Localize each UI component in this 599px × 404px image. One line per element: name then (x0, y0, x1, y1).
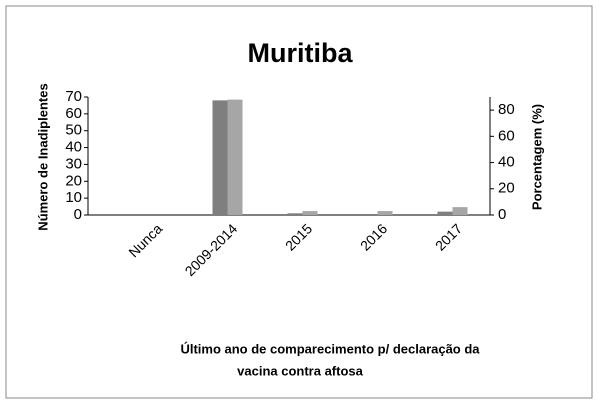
chart-title: Muritiba (248, 38, 354, 68)
x-axis-label: Último ano de comparecimento p/ declaraç… (180, 341, 480, 356)
y2-axis-label: Porcentagem (%) (529, 104, 544, 210)
bar (302, 211, 318, 215)
bar (437, 211, 453, 215)
y2-tick-label: 20 (498, 180, 515, 197)
y2-tick-label: 0 (498, 206, 506, 223)
y2-tick-label: 80 (498, 101, 515, 118)
bar (212, 100, 228, 215)
y-axis-label: Número de Inadiplentes (35, 83, 50, 230)
y-tick-label: 20 (65, 172, 82, 189)
bar (452, 207, 468, 215)
bar (227, 99, 243, 215)
y-tick-label: 10 (65, 189, 82, 206)
bar (287, 213, 303, 215)
y-tick-label: 60 (65, 105, 82, 122)
y-tick-label: 70 (65, 88, 82, 105)
y-tick-label: 50 (65, 122, 82, 139)
y2-tick-label: 40 (498, 154, 515, 171)
chart-frame (5, 5, 593, 399)
bar (377, 211, 393, 215)
y2-tick-label: 60 (498, 127, 515, 144)
y-tick-label: 30 (65, 155, 82, 172)
y-tick-label: 40 (65, 139, 82, 156)
y-tick-label: 0 (74, 206, 82, 223)
x-axis-label: vacina contra aftosa (237, 363, 363, 378)
